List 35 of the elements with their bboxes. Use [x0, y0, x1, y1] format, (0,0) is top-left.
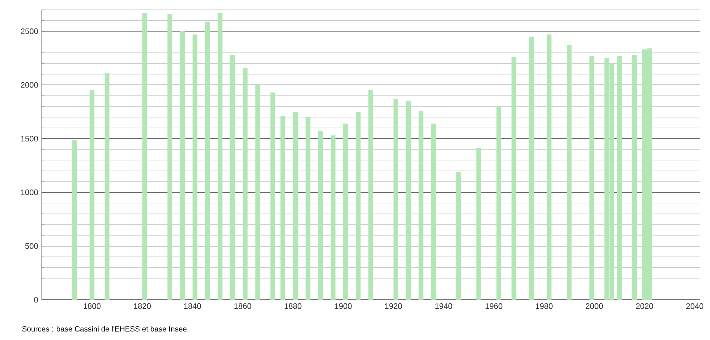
- bar: [270, 92, 276, 300]
- bar: [496, 106, 502, 300]
- bar: [243, 68, 248, 300]
- bar: [344, 124, 348, 300]
- bar: [406, 101, 412, 300]
- bar: [546, 34, 552, 300]
- bar: [394, 99, 399, 300]
- bar: [356, 112, 361, 300]
- bar: [418, 110, 424, 300]
- bar: [512, 57, 517, 300]
- bar: [306, 117, 311, 300]
- bar: [280, 116, 286, 300]
- bar: [256, 84, 260, 300]
- bar: [590, 56, 594, 300]
- bar: [293, 112, 298, 300]
- bar: [90, 90, 95, 300]
- bar: [142, 13, 148, 300]
- bar: [567, 45, 572, 300]
- bar: [456, 172, 462, 300]
- bar: [104, 73, 110, 300]
- bar: [192, 34, 198, 300]
- bar: [617, 56, 622, 300]
- bar: [431, 124, 436, 300]
- bar: [72, 140, 78, 300]
- bar: [330, 136, 336, 300]
- bar: [529, 36, 534, 300]
- bar: [476, 148, 482, 300]
- bar: [180, 31, 186, 300]
- bar: [168, 14, 172, 300]
- bar: [318, 131, 324, 300]
- bar: [632, 55, 638, 300]
- bar: [368, 90, 374, 300]
- bar: [218, 13, 223, 300]
- bar: [230, 55, 236, 300]
- bar: [205, 22, 210, 300]
